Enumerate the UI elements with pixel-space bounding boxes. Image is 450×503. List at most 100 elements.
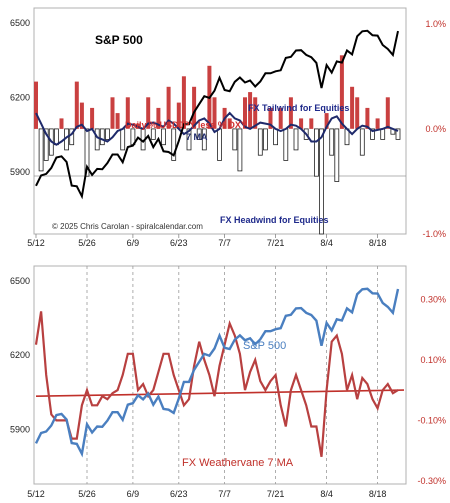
x-axis-tick: 7/21 <box>267 238 285 248</box>
ma-line <box>35 111 399 146</box>
fx-bar <box>370 128 375 140</box>
bottom-chart: 5900 6200 6500 0.30% 0.10% -0.10% -0.30% 5/12… <box>10 265 446 499</box>
right-axis-tick: 0.30% <box>420 294 446 304</box>
fx-bar <box>125 97 130 129</box>
fx-bar <box>99 128 105 146</box>
fx-bar <box>110 97 115 129</box>
fx-bar <box>334 128 340 182</box>
fx-bar <box>212 97 217 129</box>
fx-bar <box>313 128 319 177</box>
fx-bar <box>54 128 59 146</box>
fx-bar <box>79 102 84 129</box>
fx-bar <box>115 113 120 129</box>
fx-bar <box>309 118 314 129</box>
weathervane-trend-line <box>35 389 405 397</box>
fx-bar <box>74 81 79 129</box>
fx-bar <box>257 128 263 156</box>
x-axis-tick: 6/9 <box>127 489 140 499</box>
x-axis-tick: 6/23 <box>170 489 188 499</box>
bar-series-label: Daily % USDJPY less % DXY <box>125 120 247 130</box>
fx-bar <box>166 86 171 129</box>
bottom-plot-frame <box>33 265 407 485</box>
fx-bar <box>90 107 95 129</box>
fx-bar <box>350 86 355 129</box>
fx-bar <box>217 128 222 161</box>
x-axis-tick: 8/18 <box>369 238 387 248</box>
bottom-sp-label: S&P 500 <box>243 340 286 352</box>
fx-bar <box>59 118 64 129</box>
fx-bar <box>192 86 197 129</box>
x-axis-tick: 5/26 <box>78 489 96 499</box>
x-axis-tick: 7/7 <box>218 489 231 499</box>
top-chart-title: S&P 500 <box>95 33 143 47</box>
fx-bar <box>299 118 304 129</box>
fx-bar <box>385 97 390 129</box>
fx-bar <box>273 128 279 146</box>
fx-bar <box>293 128 299 151</box>
x-axis-tick: 6/9 <box>127 238 140 248</box>
x-axis-tick: 5/12 <box>27 238 45 248</box>
left-axis-tick: 5900 <box>10 425 30 435</box>
fx-bar <box>171 128 177 161</box>
tailwind-label: FX Tailwind for Equities <box>248 103 349 113</box>
sp500-line-top <box>35 29 399 200</box>
fx-bar <box>355 97 360 129</box>
fx-bar <box>248 92 253 129</box>
right-axis-tick: 0.0% <box>425 124 446 134</box>
fx-bar <box>283 128 289 161</box>
fx-bar <box>120 128 126 151</box>
fx-bar <box>375 118 380 129</box>
x-axis-tick: 8/4 <box>320 238 333 248</box>
fx-bar <box>329 128 335 156</box>
fx-bar <box>94 128 100 151</box>
weathervane-line <box>34 311 399 457</box>
right-axis-tick: -0.10% <box>417 415 446 425</box>
fx-bar <box>176 102 181 129</box>
fx-bar <box>69 128 75 146</box>
top-plot-frame <box>33 7 407 235</box>
fx-bar <box>365 107 370 129</box>
fx-bar <box>150 128 156 140</box>
fx-bar <box>43 128 49 161</box>
x-axis-tick: 5/12 <box>27 489 45 499</box>
fx-bar <box>181 76 186 129</box>
ma-label: 7 MA <box>186 132 208 142</box>
fx-bar <box>380 128 386 140</box>
fx-bar <box>262 128 268 151</box>
x-axis-tick: 8/18 <box>369 489 387 499</box>
fx-bar <box>34 81 38 129</box>
x-axis-tick: 8/4 <box>320 489 333 499</box>
weathervane-label: FX Weathervane 7 MA <box>182 457 294 469</box>
fx-bar <box>156 107 161 129</box>
fx-bar <box>232 128 238 151</box>
fx-bar <box>237 128 243 172</box>
fx-bar <box>146 97 151 129</box>
fx-bar <box>324 113 329 129</box>
fx-bar <box>395 128 401 140</box>
top-chart: 5900 6200 6500 1.0% 0.0% -1.0% 5/12 5/26 6/9 6/… <box>10 7 446 248</box>
fx-bar <box>201 128 207 151</box>
fx-bar <box>186 128 192 151</box>
fx-bar <box>227 118 232 129</box>
left-axis-tick: 6500 <box>10 276 30 286</box>
fx-bar <box>253 97 258 129</box>
right-axis-tick: 0.10% <box>420 355 446 365</box>
x-axis-tick: 7/21 <box>267 489 285 499</box>
fx-bar <box>339 55 344 129</box>
x-axis-tick: 5/26 <box>78 238 96 248</box>
fx-bar <box>319 128 324 235</box>
left-axis-tick: 6200 <box>10 350 30 360</box>
left-axis-tick: 6200 <box>10 92 30 102</box>
left-axis-tick: 6500 <box>10 18 30 28</box>
headwind-label: FX Headwind for Equities <box>220 215 329 225</box>
right-axis-tick: -1.0% <box>422 229 446 239</box>
fx-bar <box>196 128 202 140</box>
fx-bar <box>243 97 247 129</box>
fx-bar <box>268 107 273 129</box>
sp500-line-bottom <box>34 287 400 458</box>
fx-bar <box>38 128 44 172</box>
fx-bar <box>161 128 166 146</box>
copyright-text: © 2025 Chris Carolan - spiralcalendar.co… <box>52 222 203 231</box>
fx-bar <box>84 128 90 177</box>
